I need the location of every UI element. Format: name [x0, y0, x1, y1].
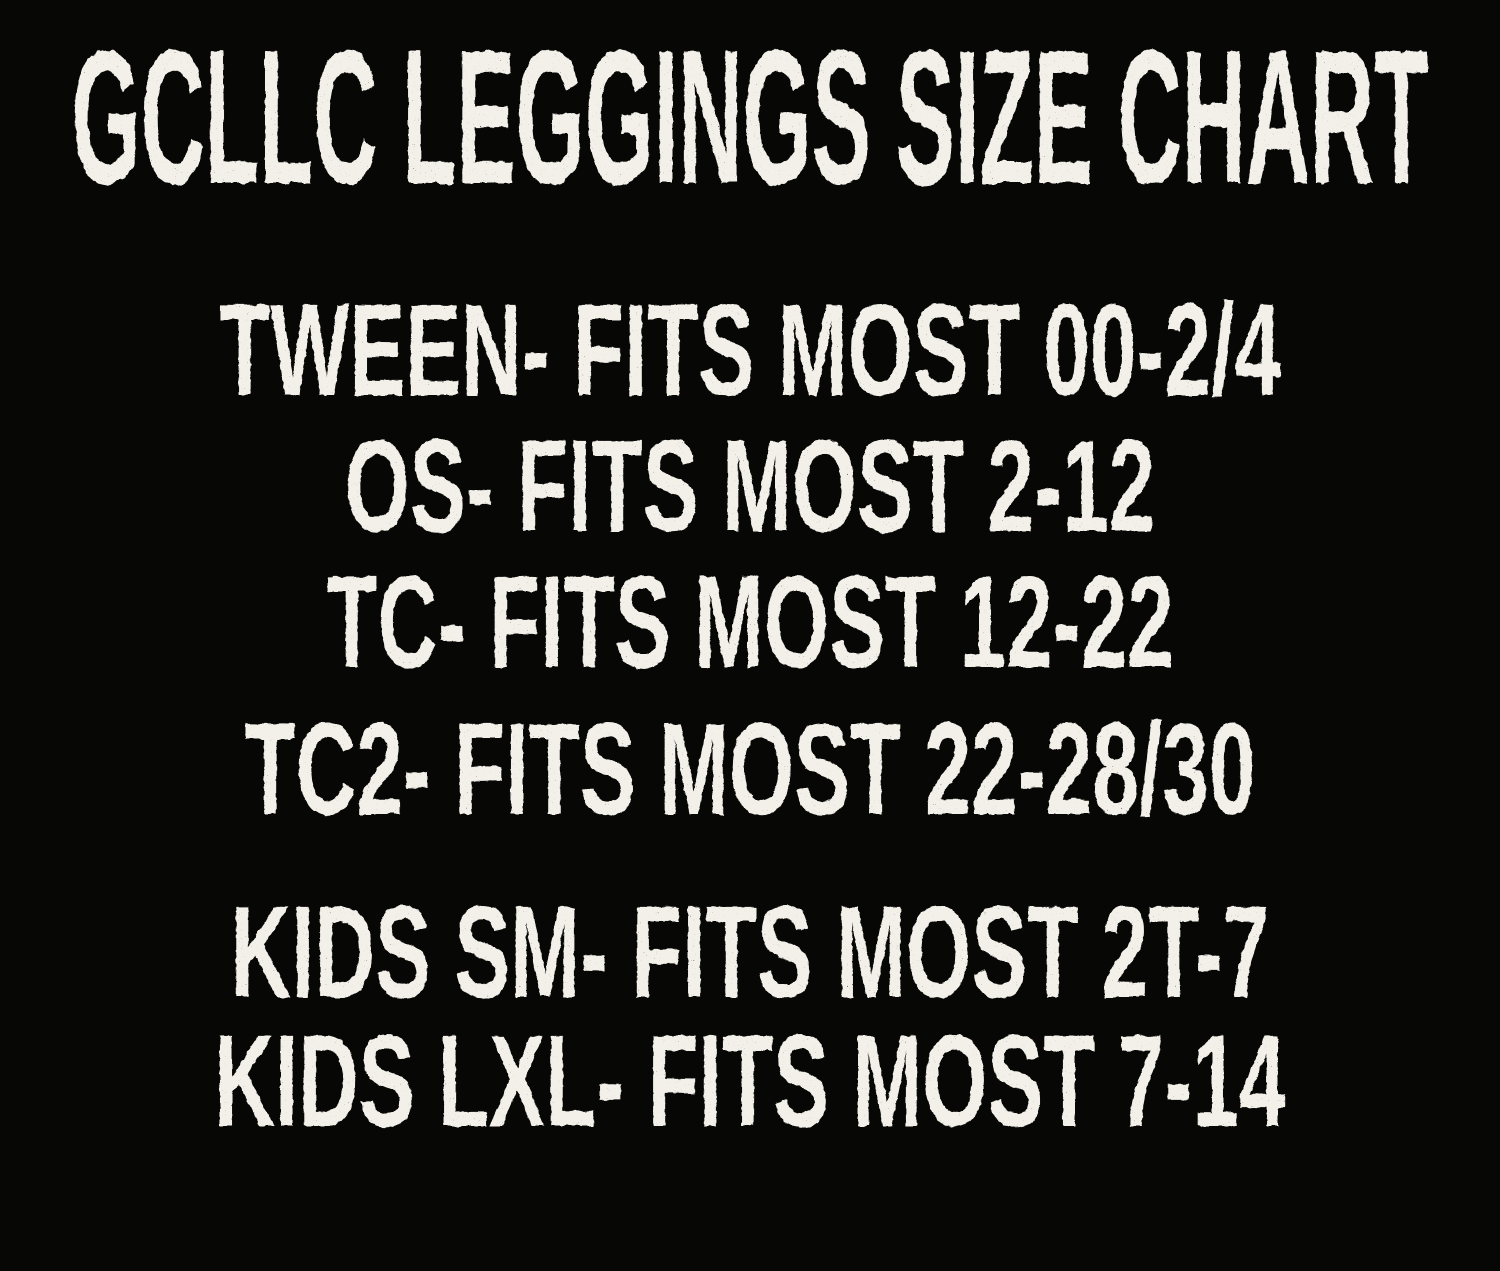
svg-text:TC- FITS MOST 12-22: TC- FITS MOST 12-22 — [326, 549, 1174, 696]
svg-text:KIDS LXL- FITS MOST 7-14: KIDS LXL- FITS MOST 7-14 — [214, 1008, 1285, 1155]
svg-text:TWEEN- FITS MOST 00-2/4: TWEEN- FITS MOST 00-2/4 — [219, 277, 1281, 424]
svg-text:GCLLC LEGGINGS SIZE CHART: GCLLC LEGGINGS SIZE CHART — [72, 10, 1429, 224]
svg-text:KIDS SM- FITS MOST 2T-7: KIDS SM- FITS MOST 2T-7 — [231, 879, 1270, 1026]
svg-text:TC2- FITS MOST 22-28/30: TC2- FITS MOST 22-28/30 — [245, 696, 1256, 843]
svg-text:OS- FITS MOST 2-12: OS- FITS MOST 2-12 — [345, 413, 1156, 560]
